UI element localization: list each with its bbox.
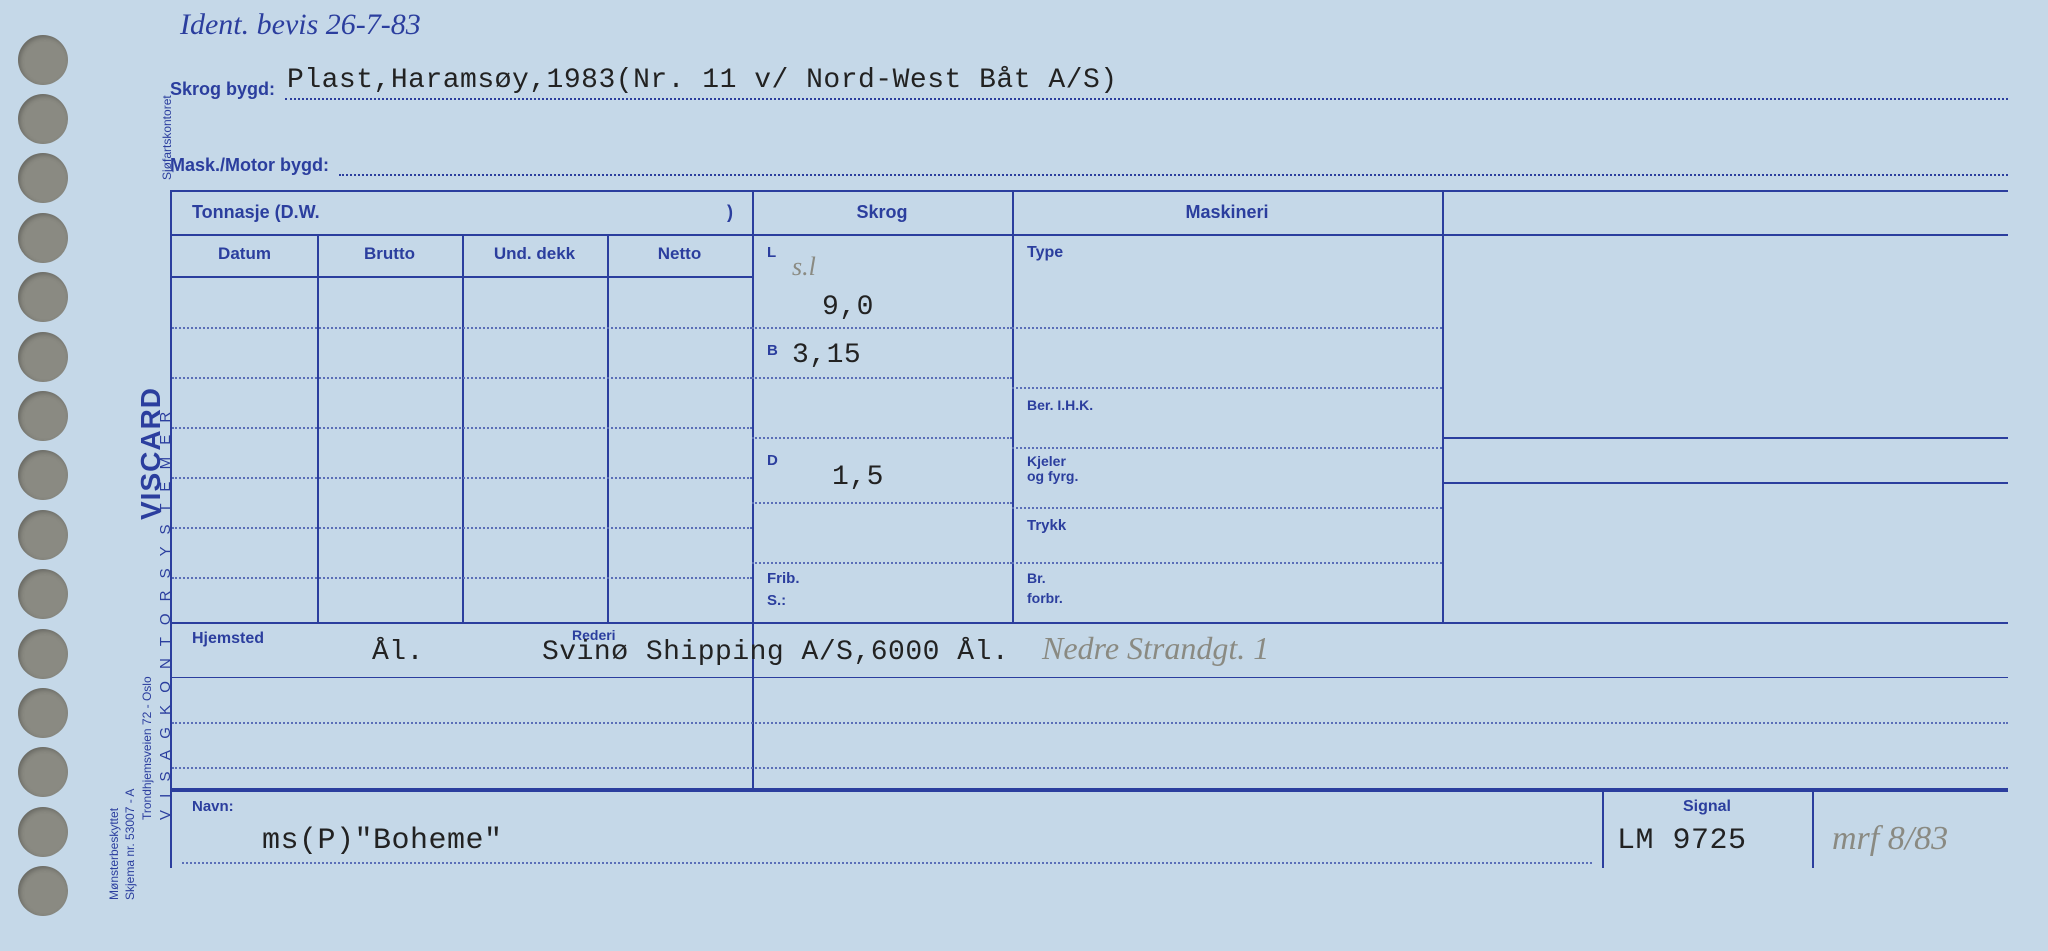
B-label: B <box>767 342 778 359</box>
rederi-hand: Nedre Strandgt. 1 <box>1042 630 1269 667</box>
fartsomrade-label: Fartsområde — Rute <box>1442 450 2048 470</box>
record-card: Sjøfartskontoret VISCARD V I S A G K O N… <box>0 0 2048 951</box>
monster-text: Mønsterbeskyttet <box>107 808 121 900</box>
main-grid: Tonnasje (D.W. ) Skrog Maskineri Klasse … <box>170 190 2008 790</box>
addr-text: Trondhjemsveien 72 - Oslo <box>140 676 154 820</box>
kjeler-label: Kjeler og fyrg. <box>1027 454 1078 485</box>
navn-value: ms(P)"Boheme" <box>262 824 503 858</box>
header: Skrog bygd: Plast,Haramsøy,1983(Nr. 11 v… <box>170 50 2008 180</box>
frib-label: Frib. <box>767 570 800 587</box>
skrog-bygd-field: Plast,Haramsøy,1983(Nr. 11 v/ Nord-West … <box>285 66 2008 100</box>
klasse-label: Klasse <box>1442 202 2048 223</box>
unddekk-label: Und. dekk <box>462 244 607 264</box>
hjemsted-label: Hjemsted <box>192 630 264 648</box>
D-label: D <box>767 452 778 469</box>
datum-label: Datum <box>172 244 317 264</box>
skrog-bygd-value: Plast,Haramsøy,1983(Nr. 11 v/ Nord-West … <box>287 65 1118 96</box>
type-label: Type <box>1027 244 1063 262</box>
tonnasje-label: Tonnasje (D.W. <box>192 202 320 223</box>
netto-label: Netto <box>607 244 752 264</box>
forbr-label: forbr. <box>1027 590 1063 606</box>
maskineri-label: Maskineri <box>1012 202 1442 223</box>
brutto-label: Brutto <box>317 244 462 264</box>
mappe-label: Mappe nr. <box>1812 798 2048 816</box>
mask-motor-label: Mask./Motor bygd: <box>170 155 329 176</box>
skrog-bygd-label: Skrog bygd: <box>170 79 275 100</box>
punch-holes <box>0 0 90 951</box>
ber-label: Ber. I.H.K. <box>1027 397 1093 413</box>
navn-label: Navn: <box>192 798 234 815</box>
skrog-label: Skrog <box>752 202 1012 223</box>
mappe-value: mrf 8/83 <box>1832 820 1948 858</box>
handwritten-note: Ident. bevis 26-7-83 <box>180 8 421 42</box>
skjema-text: Skjema nr. 53007 - A <box>123 789 137 900</box>
rederi-value: Svinø Shipping A/S,6000 Ål. <box>542 637 1009 668</box>
br-label: Br. <box>1027 570 1046 586</box>
footer-row: Navn: ms(P)"Boheme" Signal LM 9725 Mappe… <box>170 790 2008 868</box>
D-value: 1,5 <box>832 462 884 493</box>
trykk-label: Trykk <box>1027 517 1066 534</box>
sidebar-text: Sjøfartskontoret VISCARD V I S A G K O N… <box>95 0 165 951</box>
L-hand: s.l <box>792 252 816 282</box>
L-label: L <box>767 244 776 261</box>
signal-value: LM 9725 <box>1617 824 1747 858</box>
tonnasje-close: ) <box>727 202 733 223</box>
hjemsted-value: Ål. <box>372 637 424 668</box>
B-value: 3,15 <box>792 340 861 371</box>
s-label: S.: <box>767 592 786 609</box>
L-value: 9,0 <box>822 292 874 323</box>
signal-label: Signal <box>1602 798 1812 816</box>
mask-motor-field <box>339 142 2008 176</box>
